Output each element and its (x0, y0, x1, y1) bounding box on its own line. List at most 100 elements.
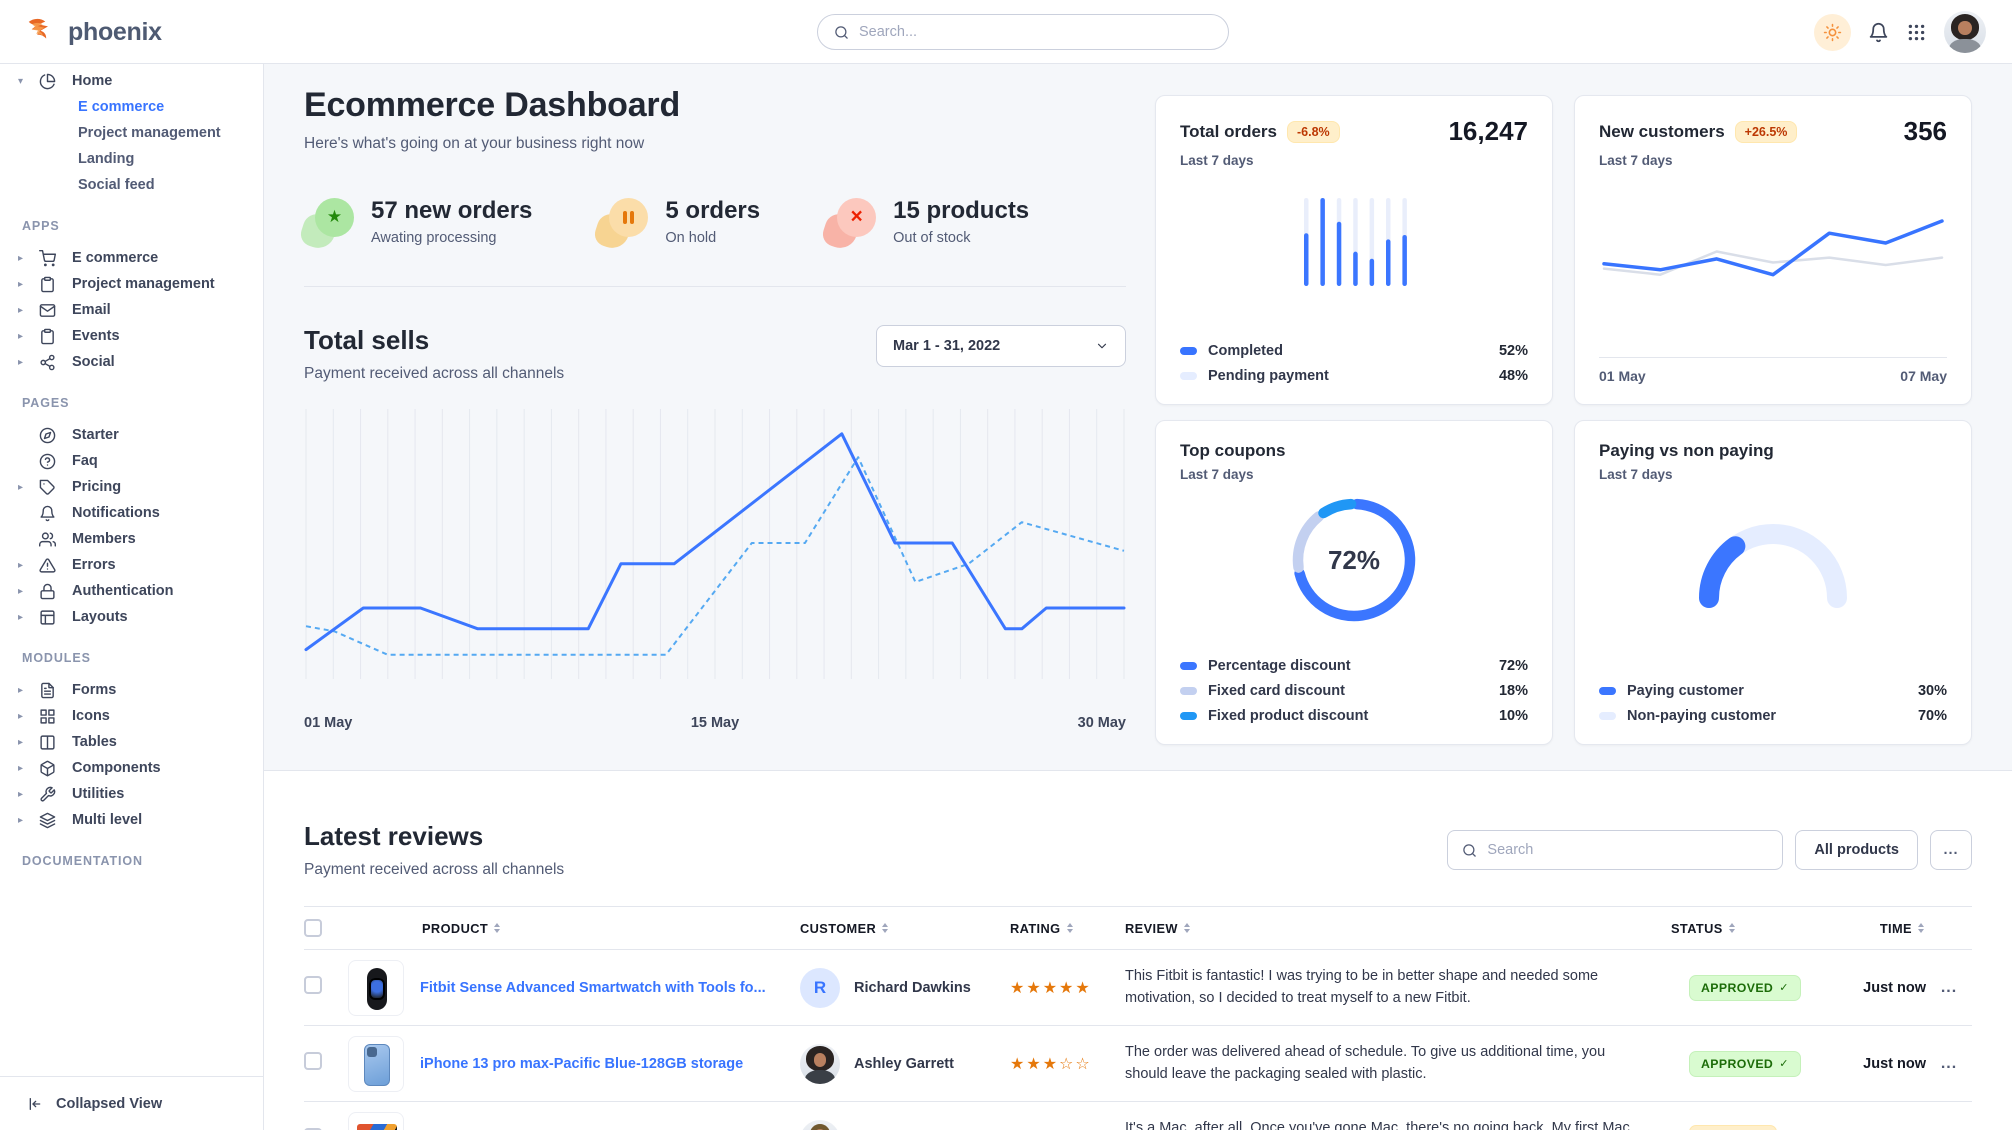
bell-icon (39, 505, 56, 522)
column-header-review[interactable]: REVIEW (1125, 921, 1671, 936)
sidebar-item-errors[interactable]: ▸ Errors (18, 552, 249, 578)
column-header-rating[interactable]: RATING (1010, 921, 1125, 936)
row-more-button[interactable]: ... (1940, 978, 1958, 996)
sidebar-item-components[interactable]: ▸ Components (18, 755, 249, 781)
stat-57-new-orders: ★ 57 new orders Awating processing (297, 197, 533, 252)
status-cell: APPROVED ✓ (1671, 974, 1826, 1001)
sidebar-item-notifications[interactable]: Notifications (18, 500, 249, 526)
clipboard-icon (39, 276, 56, 293)
sidebar-item-starter[interactable]: Starter (18, 422, 249, 448)
legend-value: 10% (1498, 708, 1528, 724)
phoenix-logo-icon (28, 18, 48, 39)
theme-toggle-button[interactable] (1814, 13, 1851, 51)
select-all-checkbox[interactable] (304, 919, 322, 937)
sidebar-item-label: Events (72, 328, 120, 344)
trend-badge: -6.8% (1286, 120, 1340, 143)
brand-name: phoenix (68, 17, 162, 46)
sidebar-item-social[interactable]: ▸ Social (18, 349, 249, 375)
sidebar-item-authentication[interactable]: ▸ Authentication (18, 578, 249, 604)
columns-icon (39, 734, 56, 751)
users-icon (39, 531, 56, 548)
sidebar-item-utilities[interactable]: ▸ Utilities (18, 781, 249, 807)
donut-center-value: 72% (1327, 544, 1381, 575)
sidebar-item-label: Home (72, 73, 113, 89)
clipboard-icon (39, 328, 56, 345)
time-cell: Just now (1863, 1055, 1926, 1072)
column-label: RATING (1010, 920, 1061, 936)
row-checkbox[interactable] (304, 1128, 322, 1130)
sidebar-item-icons[interactable]: ▸ Icons (18, 703, 249, 729)
global-search[interactable] (817, 14, 1229, 50)
user-avatar[interactable] (1944, 11, 1986, 53)
sidebar-item-members[interactable]: Members (18, 526, 249, 552)
caret-right-icon: ▸ (18, 736, 24, 748)
table-row: It's a Mac, after all. Once you've gone … (304, 1102, 1972, 1130)
legend-label: Fixed product discount (1208, 708, 1369, 724)
product-thumbnail (348, 1035, 404, 1092)
sidebar-subitem-social-feed[interactable]: Social feed (78, 177, 155, 193)
review-cell: This Fitbit is fantastic! I was trying t… (1125, 966, 1671, 1010)
coupons-donut-chart: 72% (1288, 494, 1420, 626)
sidebar-item-faq[interactable]: Faq (18, 448, 249, 474)
coupons-legend: Percentage discount 72% Fixed card discoun… (1180, 649, 1528, 724)
date-range-select[interactable]: Mar 1 - 31, 2022 (876, 325, 1126, 367)
customer-avatar (800, 1119, 840, 1130)
sidebar-item-layouts[interactable]: ▸ Layouts (18, 604, 249, 630)
sidebar-item-e-commerce[interactable]: ▸ E commerce (18, 245, 249, 271)
orders-bar-chart (1304, 198, 1407, 286)
column-header-product[interactable]: PRODUCT (348, 921, 800, 936)
axis-label: 07 May (1900, 368, 1947, 384)
stat-value: 5 orders (665, 197, 761, 224)
reviews-table: PRODUCT CUSTOMER RATING REVIEW STATUS TIME Fi… (304, 906, 1972, 1130)
stat-value: 57 new orders (371, 197, 533, 224)
row-checkbox[interactable] (304, 1052, 322, 1070)
column-label: CUSTOMER (800, 920, 877, 936)
legend-label: Fixed card discount (1208, 683, 1345, 699)
new-customers-line-chart (1602, 219, 1944, 277)
reviews-search-input[interactable] (1487, 842, 1769, 858)
legend-swatch (1599, 687, 1616, 695)
paying-vs-non-paying-card: Paying vs non paying Last 7 days Paying … (1574, 420, 1972, 745)
sidebar-item-email[interactable]: ▸ Email (18, 297, 249, 323)
column-header-time[interactable]: TIME (1826, 921, 1926, 936)
sort-icon (494, 923, 501, 933)
sidebar-subitem-landing[interactable]: Landing (78, 151, 135, 167)
sidebar-item-forms[interactable]: ▸ Forms (18, 677, 249, 703)
sidebar-item-pricing[interactable]: ▸ Pricing (18, 474, 249, 500)
tag-icon (39, 479, 56, 496)
sidebar-item-label: Forms (72, 682, 117, 698)
sidebar-item-label: Project management (72, 276, 215, 292)
lock-icon (39, 583, 56, 600)
notifications-button[interactable] (1868, 22, 1889, 43)
card-subtitle: Last 7 days (1599, 467, 1673, 482)
column-header-customer[interactable]: CUSTOMER (800, 921, 1010, 936)
column-header-status[interactable]: STATUS (1671, 921, 1826, 936)
collapse-sidebar-button[interactable]: Collapsed View (0, 1076, 263, 1130)
sidebar-item-tables[interactable]: ▸ Tables (18, 729, 249, 755)
sidebar-subitem-project-management[interactable]: Project management (78, 125, 221, 141)
sidebar-subitem-e-commerce[interactable]: E commerce (78, 99, 165, 115)
sidebar-item-project-management[interactable]: ▸ Project management (18, 271, 249, 297)
product-link[interactable]: iPhone 13 pro max-Pacific Blue-128GB sto… (420, 1055, 744, 1072)
grid-icon (39, 708, 56, 725)
rating-cell: ★★★★★ (1010, 978, 1125, 998)
global-search-input[interactable] (859, 24, 1212, 40)
row-checkbox[interactable] (304, 976, 322, 994)
product-link[interactable]: Fitbit Sense Advanced Smartwatch with To… (420, 979, 766, 996)
table-header-row: PRODUCT CUSTOMER RATING REVIEW STATUS TIME (304, 906, 1972, 950)
all-products-button[interactable]: All products (1795, 830, 1918, 870)
sidebar-item-events[interactable]: ▸ Events (18, 323, 249, 349)
new-customers-card: New customers +26.5% 356 Last 7 days 01 … (1574, 95, 1972, 405)
reviews-more-button[interactable]: ... (1930, 830, 1972, 870)
sidebar-item-label: Pricing (72, 479, 122, 495)
apps-menu-button[interactable] (1906, 22, 1927, 43)
sidebar-item-home[interactable]: ▾ Home (18, 68, 249, 94)
total-sells-chart (304, 409, 1126, 679)
caret-right-icon: ▸ (18, 356, 24, 368)
brand-logo[interactable]: phoenix (26, 0, 162, 64)
select-all-checkbox-cell (304, 919, 348, 937)
legend-swatch (1180, 347, 1197, 355)
reviews-search[interactable] (1447, 830, 1784, 870)
row-more-button[interactable]: ... (1940, 1054, 1958, 1072)
sidebar-item-multi-level[interactable]: ▸ Multi level (18, 807, 249, 833)
